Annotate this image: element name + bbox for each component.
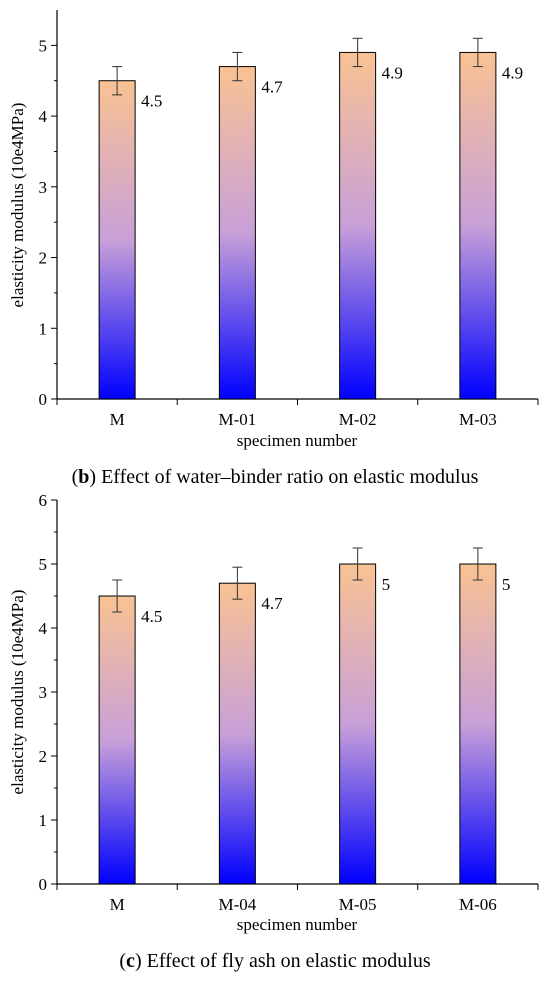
bar <box>339 563 377 885</box>
data-label: 4.9 <box>502 63 523 82</box>
y-tick-label: 4 <box>39 619 48 638</box>
y-tick-label: 1 <box>39 319 48 338</box>
panel-caption: (c) Effect of fly ash on elastic modulus <box>119 950 430 972</box>
y-tick-label: 6 <box>39 491 48 510</box>
bar <box>98 80 136 400</box>
x-tick-label: M-02 <box>339 410 377 429</box>
y-tick-label: 4 <box>39 107 48 126</box>
data-label: 4.9 <box>382 63 403 82</box>
data-label: 4.5 <box>141 607 162 626</box>
bar <box>98 595 136 885</box>
x-tick-label: M-06 <box>459 895 497 914</box>
chart-panel-b: (b) Effect of water–binder ratio on elas… <box>8 10 539 488</box>
bar <box>339 51 377 400</box>
x-axis-label: specimen number <box>237 431 358 450</box>
data-label: 4.7 <box>261 594 283 613</box>
x-tick-label: M <box>110 895 125 914</box>
y-tick-label: 3 <box>39 178 48 197</box>
panel-caption: (b) Effect of water–binder ratio on elas… <box>72 466 479 488</box>
data-label: 4.5 <box>141 92 162 111</box>
bar <box>218 582 256 885</box>
y-tick-label: 2 <box>39 249 48 268</box>
y-tick-label: 2 <box>39 747 48 766</box>
y-tick-label: 0 <box>39 875 48 894</box>
y-axis-label: elasticity modulus (10e4MPa) <box>8 103 27 308</box>
x-tick-label: M-04 <box>218 895 256 914</box>
y-tick-label: 1 <box>39 811 48 830</box>
y-tick-label: 0 <box>39 390 48 409</box>
bar <box>218 66 256 400</box>
bar <box>459 51 497 400</box>
chart-panel-c: (c) Effect of fly ash on elastic modulus… <box>8 491 539 972</box>
data-label: 5 <box>502 575 511 594</box>
bar <box>459 563 497 885</box>
x-tick-label: M-05 <box>339 895 377 914</box>
y-tick-label: 3 <box>39 683 48 702</box>
y-axis-label: elasticity modulus (10e4MPa) <box>8 590 27 795</box>
x-axis-label: specimen number <box>237 915 358 934</box>
y-tick-label: 5 <box>39 555 48 574</box>
x-tick-label: M <box>110 410 125 429</box>
x-tick-label: M-03 <box>459 410 497 429</box>
x-tick-label: M-01 <box>218 410 256 429</box>
y-tick-label: 5 <box>39 36 48 55</box>
data-label: 5 <box>382 575 391 594</box>
data-label: 4.7 <box>261 78 283 97</box>
